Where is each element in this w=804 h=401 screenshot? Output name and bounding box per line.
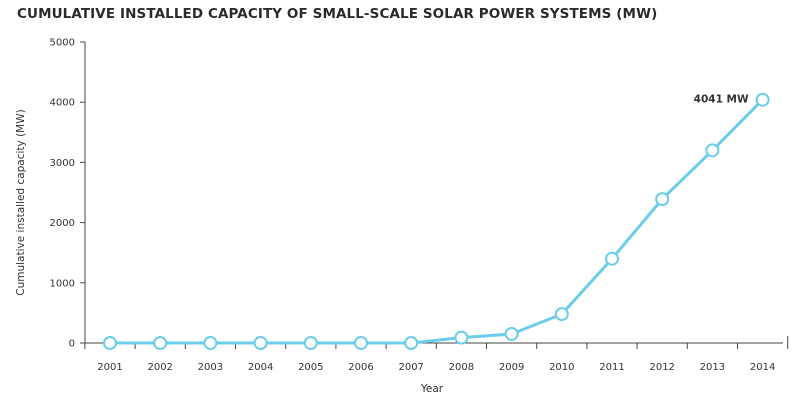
data-point: [655, 192, 670, 207]
series-line: [108, 98, 765, 345]
data-point: [454, 330, 469, 345]
y-tick-label: 3000: [50, 158, 75, 169]
x-axis: 2001 2002 2003 2004 2005 2006 2007 2008 2009 2010…: [84, 336, 789, 373]
data-point: [354, 336, 368, 350]
data-point: [303, 336, 318, 350]
x-axis-label: Year: [420, 383, 444, 395]
data-point: [504, 326, 519, 341]
y-axis-label: Cumulative installed capacity (MW): [15, 109, 27, 295]
series-layer: [103, 92, 770, 350]
x-tick-label: 2010: [549, 362, 574, 373]
data-point: [404, 336, 419, 350]
y-tick-label: 2000: [50, 218, 75, 229]
data-point: [755, 92, 770, 107]
chart-title: CUMULATIVE INSTALLED CAPACITY OF SMALL-S…: [17, 6, 658, 22]
data-point: [605, 251, 619, 266]
y-tick-label: 1000: [50, 278, 75, 289]
data-point: [103, 336, 117, 350]
x-tick-label: 2005: [298, 362, 323, 373]
x-tick-label: 2012: [649, 362, 674, 373]
x-tick-label: 2004: [248, 362, 273, 373]
annotation-layer: 4041 MW: [694, 94, 749, 106]
x-tick-label: 2008: [449, 362, 474, 373]
x-tick-label: 2006: [348, 362, 373, 373]
x-tick-label: 2011: [599, 362, 624, 373]
y-axis: 0 1000 2000 3000 4000 5000: [50, 38, 86, 350]
y-tick-label: 5000: [50, 38, 75, 49]
y-tick-label: 0: [69, 339, 75, 350]
data-label: 4041 MW: [694, 94, 749, 106]
x-tick-label: 2014: [750, 362, 775, 373]
x-tick-label: 2009: [499, 362, 524, 373]
y-tick-label: 4000: [50, 98, 75, 109]
x-tick-label: 2002: [147, 362, 172, 373]
data-point: [705, 143, 720, 158]
data-point: [153, 336, 168, 350]
x-tick-label: 2001: [97, 362, 122, 373]
data-point: [203, 336, 218, 350]
x-tick-label: 2003: [198, 362, 223, 373]
data-point: [253, 336, 268, 350]
x-tick-label: 2007: [398, 362, 423, 373]
data-point: [554, 307, 569, 322]
x-tick-label: 2013: [700, 362, 725, 373]
